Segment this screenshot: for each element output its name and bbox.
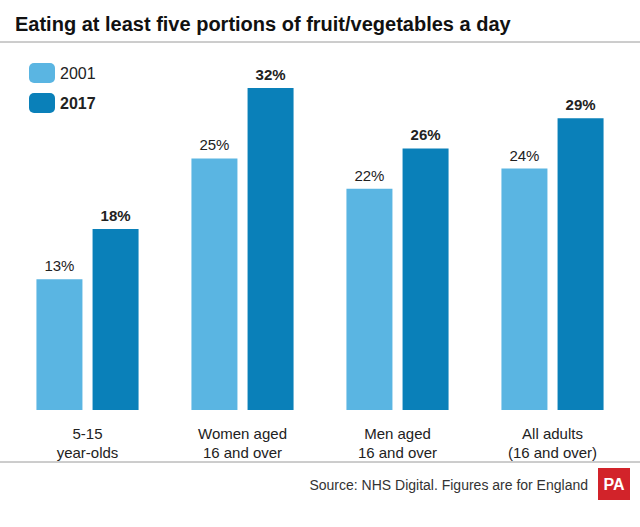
svg-text:2017: 2017 xyxy=(60,95,96,112)
svg-text:22%: 22% xyxy=(354,167,384,184)
svg-text:32%: 32% xyxy=(256,66,286,83)
svg-text:16 and over: 16 and over xyxy=(203,444,282,461)
svg-text:Women aged: Women aged xyxy=(198,425,287,442)
svg-text:13%: 13% xyxy=(44,257,74,274)
svg-text:Source: NHS Digital. Figures a: Source: NHS Digital. Figures are for Eng… xyxy=(309,477,588,493)
svg-text:2001: 2001 xyxy=(60,65,96,82)
svg-text:25%: 25% xyxy=(199,136,229,153)
svg-text:16 and over: 16 and over xyxy=(358,444,437,461)
svg-text:year-olds: year-olds xyxy=(57,444,119,461)
svg-text:Men aged: Men aged xyxy=(364,425,431,442)
svg-text:All adults: All adults xyxy=(522,425,583,442)
svg-text:PA: PA xyxy=(603,476,624,493)
svg-text:18%: 18% xyxy=(101,207,131,224)
svg-text:Eating at least five portions: Eating at least five portions of fruit/v… xyxy=(15,13,512,35)
svg-text:5-15: 5-15 xyxy=(72,425,102,442)
svg-text:(16 and over): (16 and over) xyxy=(508,444,597,461)
svg-text:29%: 29% xyxy=(566,96,596,113)
svg-text:24%: 24% xyxy=(509,147,539,164)
svg-text:26%: 26% xyxy=(411,126,441,143)
